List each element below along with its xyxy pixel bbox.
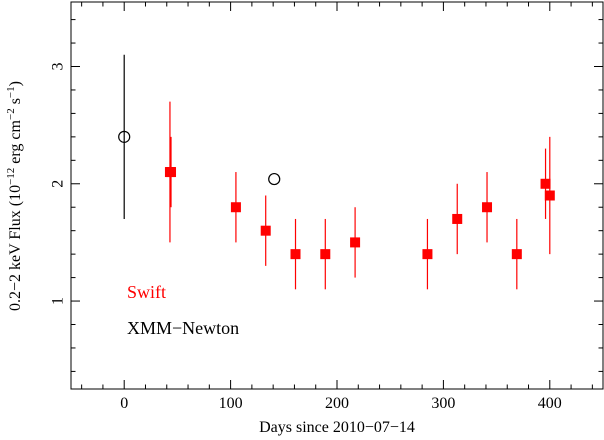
data-point-swift: [544, 190, 555, 201]
data-point-swift: [482, 202, 493, 213]
x-tick-label: 400: [538, 395, 562, 412]
y-axis-label-superscript: −2: [5, 108, 17, 120]
y-axis-label-part: 0.2−2 keV Flux (10: [7, 185, 24, 311]
y-tick-label: 1: [50, 297, 67, 305]
data-point-xmm-newton: [268, 172, 281, 186]
y-axis-label-part: ): [7, 81, 24, 86]
data-point-swift: [290, 249, 301, 260]
y-axis-label: 0.2−2 keV Flux (10−12 erg cm−2 s−1): [5, 81, 24, 311]
error-bars: [123, 54, 551, 290]
x-tick-label: 100: [219, 395, 243, 412]
data-point-swift: [422, 249, 433, 260]
data-point-swift: [511, 249, 522, 260]
data-point-swift: [320, 249, 331, 260]
legend-entry-swift: Swift: [127, 282, 166, 302]
y-tick-label: 3: [50, 63, 67, 71]
axis-ticks: [71, 2, 603, 389]
y-axis-label-superscript: −12: [5, 168, 17, 185]
x-tick-label: 300: [431, 395, 455, 412]
data-point-swift: [260, 225, 271, 236]
data-point-swift: [540, 178, 551, 189]
x-tick-label: 0: [120, 395, 128, 412]
y-axis-label-part: erg cm: [7, 119, 24, 167]
data-point-swift: [452, 213, 463, 224]
x-axis-label: Days since 2010−07−14: [259, 419, 415, 436]
data-point-swift: [230, 202, 241, 213]
y-axis-label-superscript: −1: [5, 86, 17, 98]
y-axis-label-part: s: [7, 98, 24, 108]
data-point-swift: [350, 237, 361, 248]
data-point-swift: [166, 167, 177, 178]
y-tick-label: 2: [50, 180, 67, 188]
x-tick-label: 200: [325, 395, 349, 412]
data-point-xmm-newton: [118, 130, 131, 143]
data-markers: [118, 130, 555, 260]
axis-tick-labels: 0 100 200 300 400 1 2 3: [50, 63, 562, 413]
legend-entry-xmm-newton: XMM−Newton: [127, 318, 239, 338]
